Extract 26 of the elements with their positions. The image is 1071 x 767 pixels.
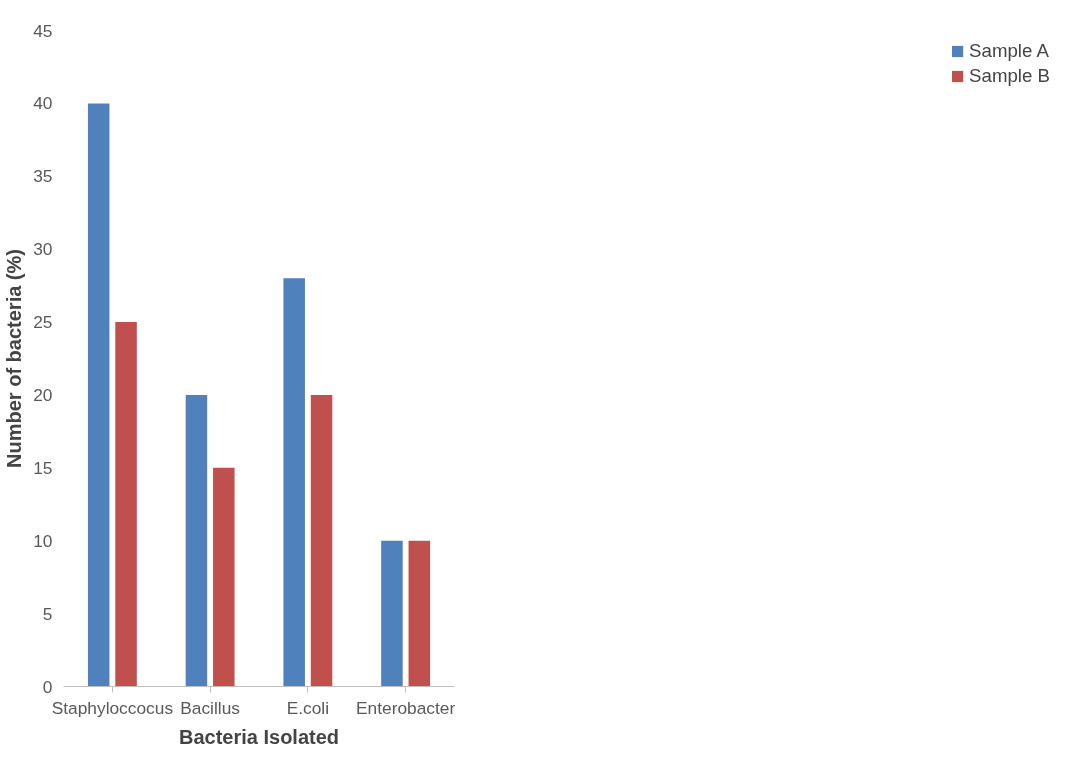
legend-label: Sample A (969, 40, 1049, 62)
x-tick-label: Enterobacter (356, 697, 456, 718)
y-tick-label: 25 (33, 312, 53, 333)
y-tick-label: 0 (42, 676, 53, 697)
x-tick-label: Staphyloccocus (51, 697, 174, 718)
bar (87, 103, 110, 687)
y-tick-label: 30 (33, 239, 53, 260)
y-tick-label: 35 (33, 166, 53, 187)
y-tick-label: 40 (33, 93, 53, 114)
bar (310, 394, 333, 687)
x-axis-title: Bacteria Isolated (178, 725, 340, 748)
legend-label: Sample B (969, 65, 1050, 87)
x-tick-label: Bacillus (180, 697, 241, 718)
bar (283, 278, 305, 687)
bar (185, 394, 208, 687)
y-tick-label: 10 (33, 530, 53, 551)
bar (115, 322, 137, 687)
bar (408, 540, 431, 687)
bar (213, 467, 235, 687)
y-axis-title: Number of bacteria (%) (3, 249, 26, 468)
y-tick-label: 20 (33, 384, 53, 405)
bar (381, 540, 403, 687)
y-tick-label: 15 (33, 457, 53, 478)
x-tick-label: E.coli (286, 697, 330, 718)
y-tick-label: 45 (33, 20, 53, 41)
y-tick-label: 5 (42, 603, 53, 624)
